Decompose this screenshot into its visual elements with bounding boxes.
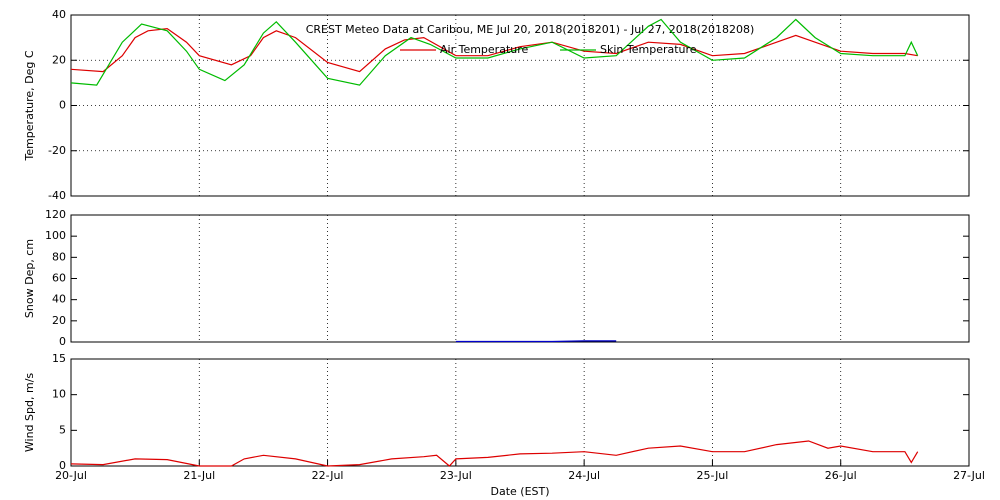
y-axis-title: Temperature, Deg C — [23, 50, 36, 161]
y-tick-label: 5 — [59, 423, 66, 436]
y-tick-label: 40 — [52, 8, 66, 21]
data-line — [70, 440, 919, 467]
y-tick-label: 0 — [59, 459, 66, 472]
y-tick-label: 15 — [52, 352, 66, 365]
y-tick-label: 20 — [52, 53, 66, 66]
y-tick-label: 60 — [52, 272, 66, 285]
y-tick-label: 100 — [45, 229, 66, 242]
x-tick-label: 24-Jul — [568, 469, 600, 482]
y-tick-label: 10 — [52, 388, 66, 401]
y-tick-label: 20 — [52, 314, 66, 327]
data-line — [70, 27, 918, 73]
x-axis-title: Date (EST) — [490, 485, 549, 498]
y-tick-label: 0 — [59, 99, 66, 112]
data-line — [70, 18, 919, 86]
chart-title: CREST Meteo Data at Caribou, ME Jul 20, … — [306, 23, 755, 36]
y-tick-label: -20 — [48, 144, 66, 157]
x-tick-label: 27-Jul — [953, 469, 985, 482]
x-tick-label: 25-Jul — [696, 469, 728, 482]
legend-label: Skin Temperature — [600, 43, 697, 56]
y-axis-title: Snow Dep, cm — [23, 239, 36, 318]
y-tick-label: -40 — [48, 189, 66, 202]
data-line — [455, 340, 617, 343]
y-axis-title: Wind Spd, m/s — [23, 373, 36, 453]
x-tick-label: 26-Jul — [825, 469, 857, 482]
x-tick-label: 23-Jul — [440, 469, 472, 482]
x-tick-label: 22-Jul — [312, 469, 344, 482]
legend-label: Air Temperature — [440, 43, 529, 56]
x-tick-label: 20-Jul — [55, 469, 87, 482]
x-tick-label: 21-Jul — [183, 469, 215, 482]
y-tick-label: 0 — [59, 335, 66, 348]
plot-frame — [70, 214, 970, 343]
y-tick-label: 80 — [52, 250, 66, 263]
y-tick-label: 40 — [52, 293, 66, 306]
y-tick-label: 120 — [45, 208, 66, 221]
plot-frame — [70, 358, 970, 467]
